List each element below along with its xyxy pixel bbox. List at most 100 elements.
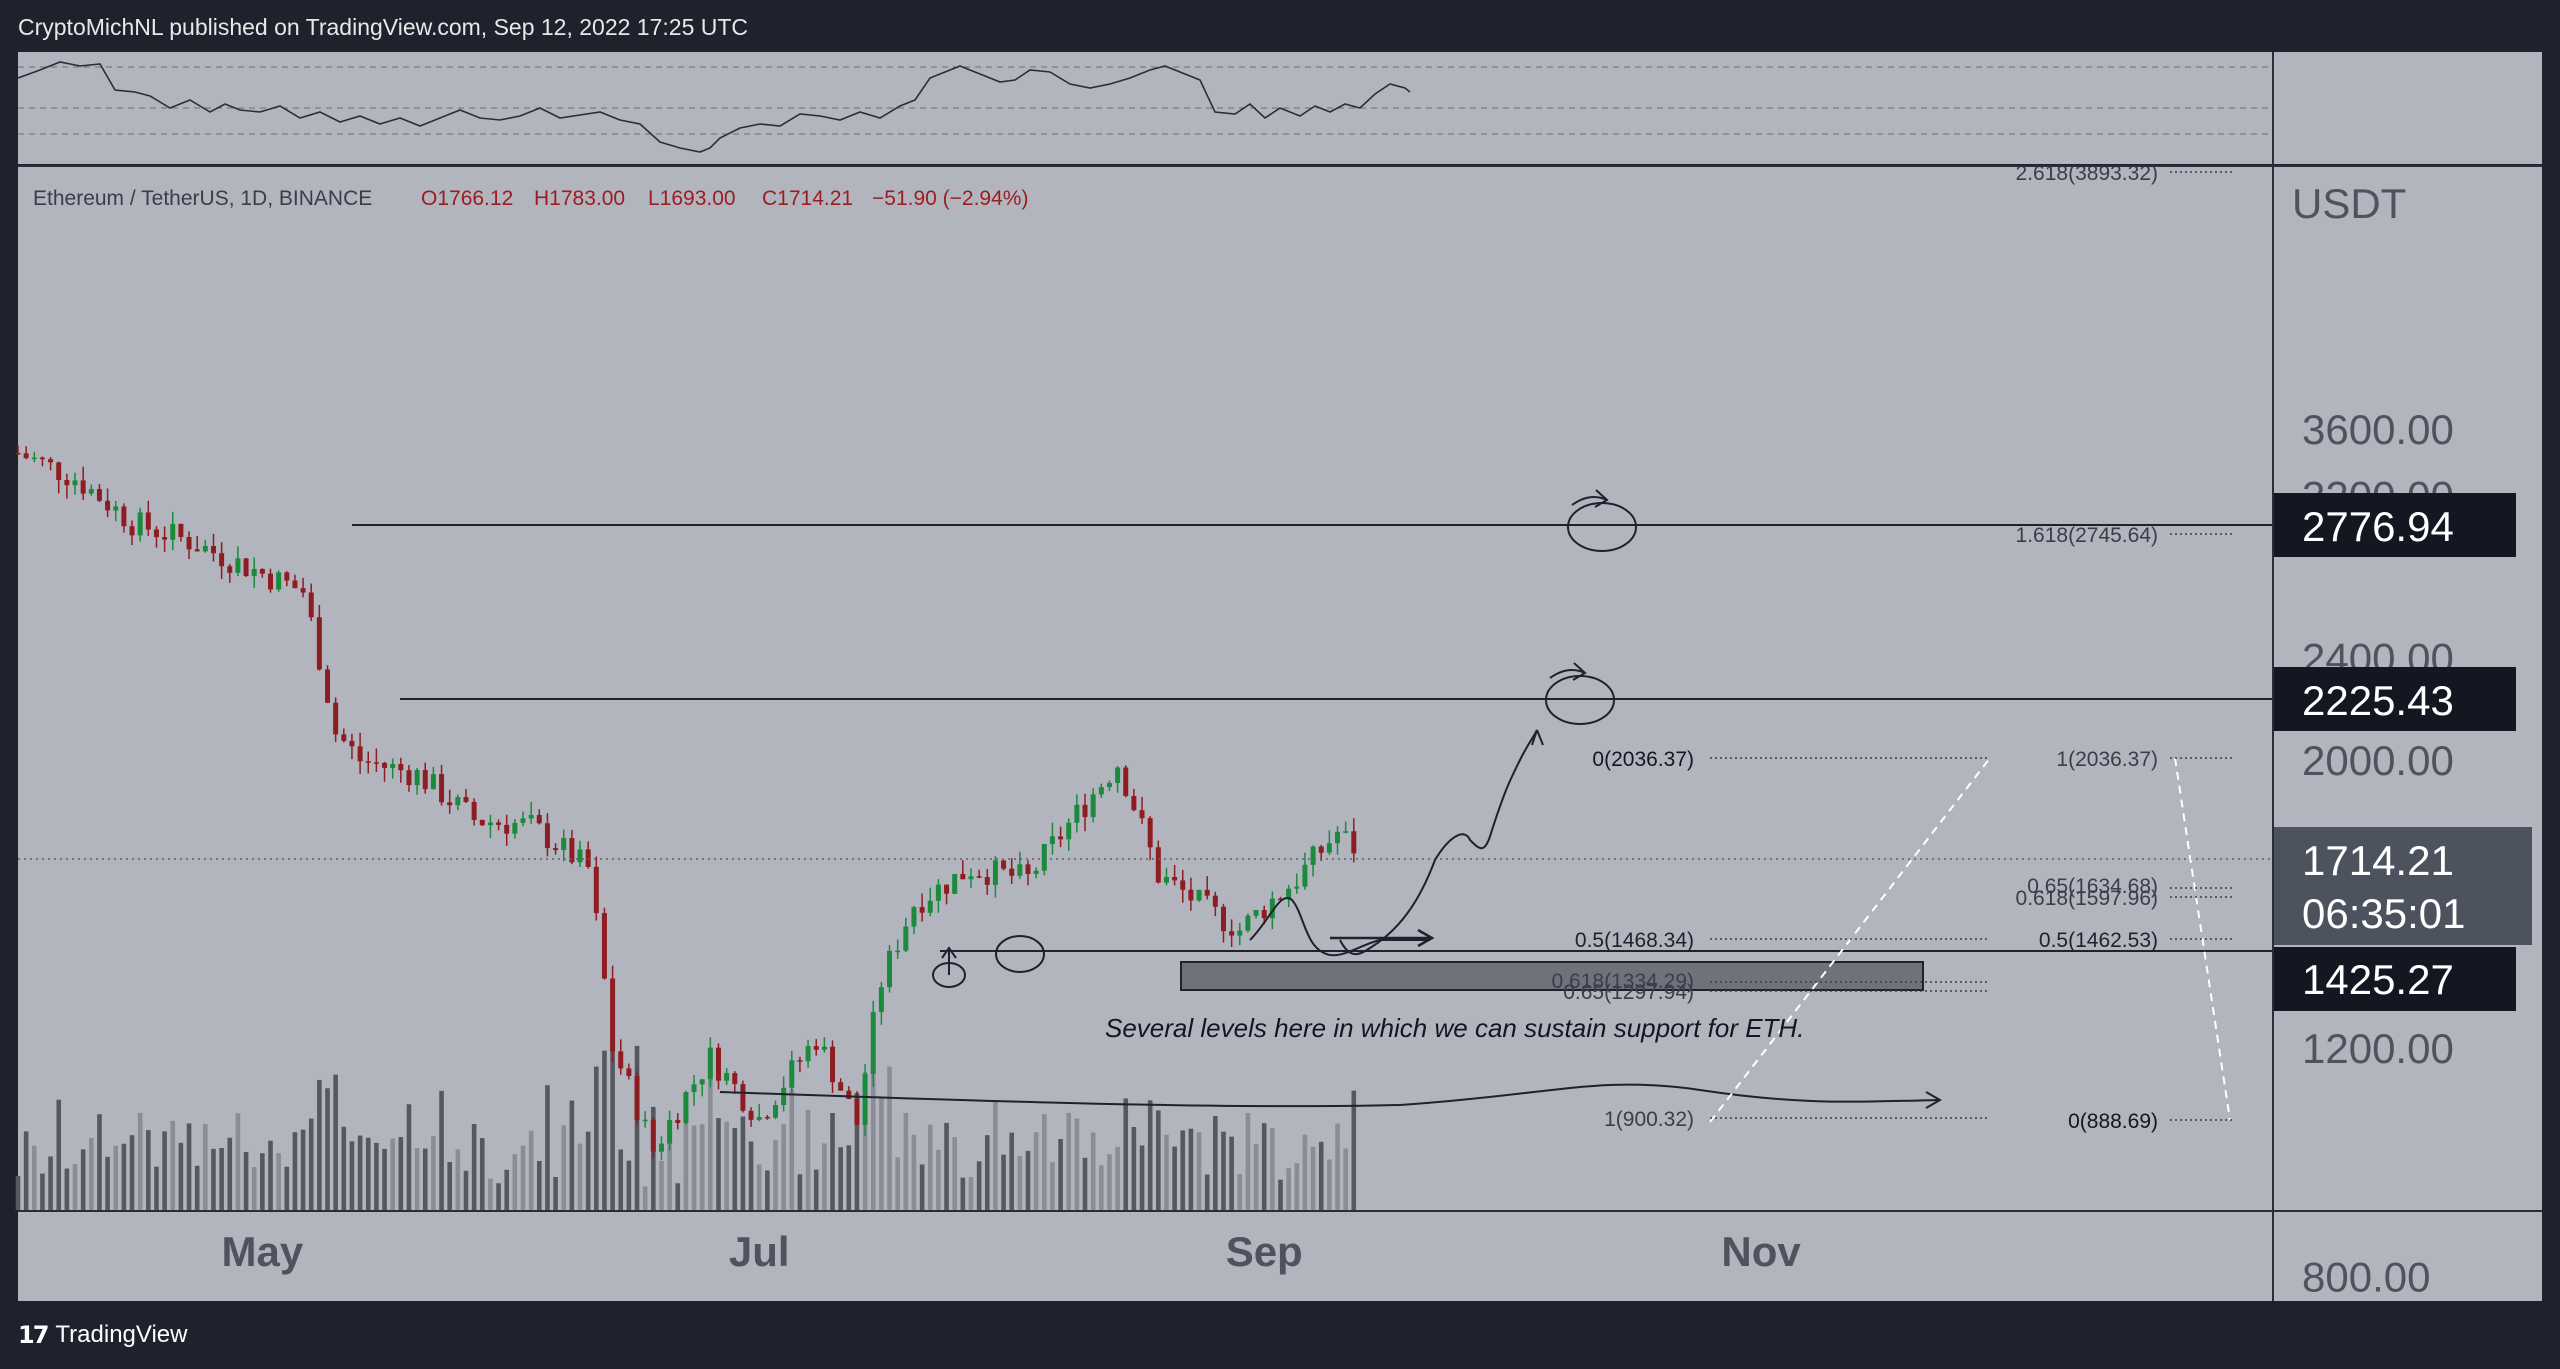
volume-bar — [1115, 1146, 1120, 1210]
candle-body — [528, 815, 534, 819]
volume-bar — [365, 1137, 371, 1210]
volume-bar — [1025, 1150, 1031, 1210]
fib-label-0618-right: 0.618(1597.96) — [2016, 887, 2158, 910]
price-label-2225: 2225.43 — [2302, 677, 2454, 724]
volume-bar — [879, 1098, 884, 1210]
candle-body — [1261, 910, 1267, 919]
volume-bar — [211, 1148, 216, 1210]
volume-bar — [797, 1174, 803, 1210]
candle-body — [927, 900, 933, 913]
candle-body — [292, 580, 298, 589]
drawings[interactable] — [18, 489, 2272, 1123]
volume-bar — [683, 1105, 689, 1210]
candle-body — [284, 572, 290, 581]
volume-bar — [439, 1090, 444, 1210]
candle-body — [422, 769, 428, 790]
volume-bar — [1294, 1163, 1300, 1210]
main-pane — [18, 167, 2272, 1210]
volume-bar — [1302, 1134, 1308, 1210]
candle-body — [406, 770, 412, 786]
volume-bar — [333, 1074, 338, 1210]
time-axis[interactable]: May Jul Sep Nov — [222, 1228, 1802, 1275]
volume-bar — [1082, 1157, 1088, 1210]
candle-body — [31, 457, 37, 460]
volume-bar — [89, 1137, 94, 1210]
support-zone-box — [1180, 961, 1924, 991]
volume-bar — [251, 1166, 257, 1210]
price-currency-label: USDT — [2292, 180, 2406, 227]
volume-bar — [1196, 1132, 1202, 1210]
volume-bar — [203, 1123, 208, 1210]
candle-body — [821, 1046, 827, 1050]
candle-body — [162, 537, 168, 540]
tradingview-brand: TradingView — [55, 1321, 188, 1348]
volume-bar — [919, 1164, 925, 1210]
volume-bar — [1156, 1110, 1161, 1210]
volume-bar — [243, 1151, 249, 1210]
price-label-2776-bg — [2274, 493, 2516, 557]
fib-labels: 2.618(3893.32) 1.618(2745.64) 1(2036.37)… — [1552, 162, 2158, 1133]
candle-body — [48, 459, 54, 463]
volume-bar — [936, 1149, 941, 1210]
candle-body — [593, 866, 599, 914]
candle-body — [846, 1090, 852, 1099]
volume-bar — [40, 1173, 45, 1210]
volume-bar — [822, 1143, 827, 1210]
volume-bar — [496, 1183, 501, 1210]
candle-body — [903, 926, 909, 951]
volume-bar — [357, 1135, 363, 1210]
fib-label-1-right: 1(2036.37) — [2056, 748, 2158, 771]
candle-body — [1245, 915, 1251, 931]
x-tick-label: Sep — [1226, 1228, 1303, 1275]
volume-bar — [219, 1147, 224, 1210]
fib-label-065-right: 0.65(1634.68) — [2027, 875, 2158, 898]
volume-bar — [748, 1141, 754, 1210]
candle-body — [634, 1075, 640, 1121]
volume-bar — [1213, 1116, 1218, 1210]
candle-body — [773, 1105, 778, 1118]
price-label-2776: 2776.94 — [2302, 503, 2454, 550]
rsi-scale-pane — [2274, 52, 2542, 164]
volume-bar — [642, 1186, 648, 1210]
volume-bar — [1229, 1136, 1234, 1210]
candle-body — [39, 457, 45, 460]
volume-bar — [756, 1164, 762, 1210]
candle-body — [707, 1047, 713, 1080]
volume-bar — [895, 1157, 900, 1210]
volume-bar — [724, 1121, 729, 1210]
candle-body — [129, 526, 135, 536]
rsi-indicator — [17, 61, 2272, 153]
volume-bar — [1335, 1123, 1340, 1210]
volume-bar — [944, 1122, 949, 1210]
low-value: L1693.00 — [648, 187, 736, 210]
volume-bar — [553, 1177, 558, 1210]
retest-arrow — [1330, 928, 1435, 948]
breakout-arrow-1 — [941, 946, 957, 975]
volume-bar — [976, 1161, 982, 1210]
volume-bar — [48, 1156, 53, 1210]
footer-bar — [0, 1303, 2560, 1369]
candle-body — [878, 987, 884, 1012]
candle-body — [194, 549, 200, 552]
x-tick-label: Jul — [729, 1228, 790, 1275]
candle-body — [887, 950, 893, 988]
price-label-1425: 1425.27 — [2302, 956, 2454, 1003]
candle-body — [1326, 843, 1332, 853]
candle-body — [186, 536, 192, 550]
candle-body — [740, 1084, 746, 1111]
volume-bar — [520, 1145, 526, 1210]
candle-body — [1229, 931, 1235, 936]
candle-body — [610, 978, 616, 1052]
volume-bar — [1001, 1154, 1006, 1210]
y-tick-label: 800.00 — [2302, 1253, 2430, 1300]
fib-label-065-left: 0.65(1297.94) — [1563, 981, 1694, 1004]
candle-body — [1123, 767, 1129, 796]
candle-body — [618, 1051, 624, 1069]
close-value: C1714.21 — [762, 187, 853, 210]
volume-bar — [610, 1040, 615, 1210]
volume-bar — [504, 1169, 510, 1210]
candle-body — [1131, 795, 1137, 811]
volume-bar — [1188, 1128, 1194, 1210]
tradingview-logo[interactable]: 17 TradingView — [18, 1318, 187, 1352]
